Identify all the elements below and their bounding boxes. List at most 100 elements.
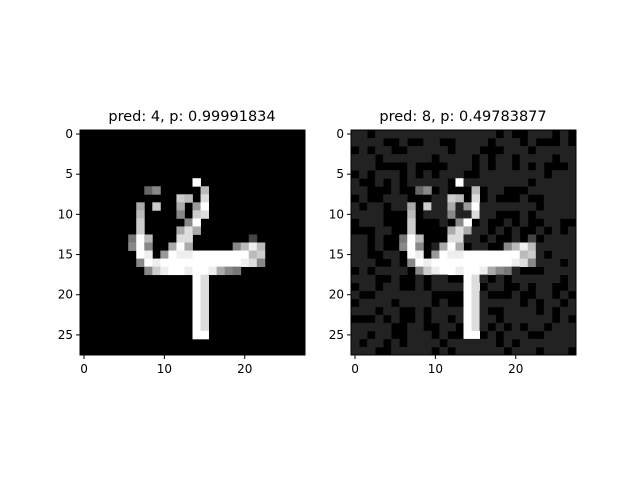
pixel <box>447 250 456 259</box>
pixel <box>407 330 416 340</box>
pixel <box>192 210 201 219</box>
pixel <box>551 298 561 308</box>
pixel <box>359 346 368 356</box>
pixel <box>383 194 392 203</box>
pixel <box>415 250 424 259</box>
pixel <box>503 242 513 251</box>
pixel <box>535 282 545 292</box>
pixel <box>423 346 432 356</box>
pixel <box>463 306 472 316</box>
pixel <box>535 322 545 332</box>
pixel <box>431 146 440 155</box>
pixel <box>415 186 424 195</box>
pixel <box>351 202 360 211</box>
pixel <box>351 258 360 268</box>
pixel <box>359 130 368 139</box>
x-tick-label: 10 <box>157 362 172 376</box>
pixel <box>351 234 360 243</box>
pixel <box>463 274 472 284</box>
pixel <box>407 202 416 211</box>
pixel <box>559 314 569 324</box>
pixel <box>535 258 545 268</box>
pixel <box>200 290 209 300</box>
pixel <box>455 282 464 292</box>
pixel <box>527 338 537 348</box>
pixel <box>256 258 266 268</box>
pixel <box>495 322 505 332</box>
pixel <box>200 202 209 211</box>
pixel <box>463 314 472 324</box>
x-tick-label: 0 <box>351 362 359 376</box>
pixel <box>415 274 424 284</box>
pixel <box>232 266 242 276</box>
pixel <box>367 338 376 348</box>
pixel <box>439 274 448 284</box>
pixel <box>176 194 185 203</box>
pixel <box>495 154 505 163</box>
pixel <box>423 146 432 155</box>
pixel <box>359 194 368 203</box>
pixel <box>351 250 360 259</box>
pixel <box>503 146 513 155</box>
pixel <box>479 130 489 139</box>
pixel <box>479 210 489 219</box>
pixel <box>383 306 392 316</box>
pixel <box>383 282 392 292</box>
pixel <box>463 202 472 211</box>
pixel <box>391 266 400 276</box>
pixel <box>447 266 456 276</box>
pixel <box>391 314 400 324</box>
pixel <box>439 346 448 356</box>
pixel <box>407 218 416 227</box>
pixel <box>136 226 145 235</box>
pixel <box>455 130 464 139</box>
pixel <box>471 330 480 340</box>
pixel <box>551 218 561 227</box>
pixel <box>479 306 489 316</box>
pixel <box>423 210 432 219</box>
pixel <box>399 202 408 211</box>
pixel <box>471 194 480 203</box>
pixel <box>176 210 185 219</box>
pixel <box>200 186 209 195</box>
pixel <box>559 202 569 211</box>
pixel <box>479 178 489 187</box>
pixel <box>479 202 489 211</box>
pixel <box>567 162 577 171</box>
pixel <box>431 242 440 251</box>
pixel <box>359 274 368 284</box>
pixel <box>439 202 448 211</box>
pixel <box>375 266 384 276</box>
pixel <box>495 250 505 259</box>
pixel <box>152 266 161 276</box>
pixel <box>519 210 529 219</box>
pixel <box>495 266 505 276</box>
pixel <box>495 138 505 147</box>
pixel <box>391 258 400 268</box>
pixel <box>407 338 416 348</box>
pixel <box>407 298 416 308</box>
pixel <box>439 282 448 292</box>
pixel <box>407 322 416 332</box>
pixel <box>479 162 489 171</box>
pixel <box>535 146 545 155</box>
pixel <box>567 154 577 163</box>
pixel <box>168 250 177 259</box>
pixel <box>232 242 242 251</box>
pixel <box>391 250 400 259</box>
pixel <box>463 330 472 340</box>
pixel <box>543 346 553 356</box>
pixel <box>535 314 545 324</box>
pixel <box>487 282 497 292</box>
pixel <box>375 146 384 155</box>
pixel <box>128 234 137 243</box>
pixel <box>136 218 145 227</box>
x-tick-label: 0 <box>80 362 88 376</box>
pixel <box>367 154 376 163</box>
pixel <box>503 130 513 139</box>
pixel <box>248 234 258 243</box>
pixel <box>359 186 368 195</box>
pixel <box>543 338 553 348</box>
pixel <box>240 242 250 251</box>
pixel <box>439 322 448 332</box>
